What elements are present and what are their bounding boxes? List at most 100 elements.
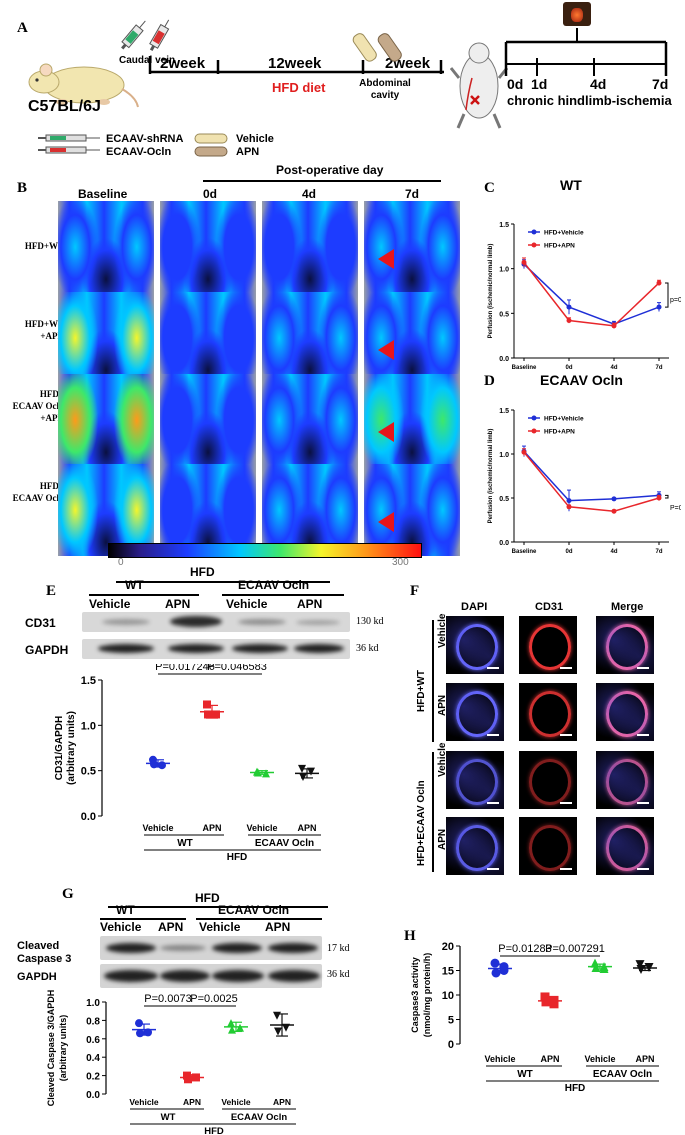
x-tick-label: 7d bbox=[655, 549, 662, 555]
data-point bbox=[611, 508, 617, 514]
x-tick-label: APN bbox=[540, 1054, 559, 1064]
e-lane-4: APN bbox=[297, 597, 323, 611]
data-point bbox=[490, 958, 500, 968]
data-point bbox=[656, 304, 662, 310]
y-tick-label: 1.0 bbox=[86, 998, 100, 1009]
scale-bar bbox=[560, 802, 572, 804]
y-axis-label: Caspase3 activity bbox=[410, 957, 420, 1033]
thermal-image-r4-c3 bbox=[262, 464, 358, 556]
x-tick-label: 4d bbox=[610, 549, 617, 555]
e-kd-gapdh: 36 kd bbox=[356, 643, 379, 654]
scale-bar bbox=[637, 802, 649, 804]
data-point bbox=[541, 997, 551, 1007]
scale-bar bbox=[487, 802, 499, 804]
row-label-1: HFD+WT bbox=[24, 241, 64, 251]
e-wt-rule bbox=[89, 594, 199, 596]
legend-marker bbox=[531, 229, 537, 235]
legend-marker bbox=[531, 428, 537, 434]
fluorescence-image-r4-c1 bbox=[446, 817, 504, 875]
day-4: 4d bbox=[590, 76, 607, 92]
y-tick-label: 1.5 bbox=[499, 408, 509, 415]
y-tick-label: 0.0 bbox=[499, 356, 509, 363]
p-value: P=0.0073 bbox=[144, 993, 191, 1005]
data-point bbox=[566, 304, 572, 310]
thermal-image-r4-c2 bbox=[160, 464, 256, 556]
x-tick-label: Vehicle bbox=[246, 823, 277, 833]
fluorescence-image-r2-c1 bbox=[446, 683, 504, 741]
vessel-ring bbox=[606, 825, 648, 871]
vessel-ring bbox=[529, 624, 571, 670]
thermal-image-r3-c1 bbox=[58, 374, 154, 466]
data-point bbox=[521, 259, 527, 265]
x-tick-label: Vehicle bbox=[584, 1054, 615, 1064]
legend-syringe-icons bbox=[38, 134, 100, 154]
f-col-merge: Merge bbox=[611, 601, 644, 613]
data-point bbox=[656, 495, 662, 501]
x-tick-label: 0d bbox=[565, 365, 572, 371]
group-label-ecaav: ECAAV Ocln bbox=[593, 1069, 652, 1080]
panel-letter-f: F bbox=[410, 583, 420, 599]
y-tick-label: 0.0 bbox=[86, 1090, 100, 1101]
data-point bbox=[282, 1023, 290, 1032]
col-0d: 0d bbox=[203, 187, 218, 201]
e-kd-cd31: 130 kd bbox=[356, 616, 384, 627]
p-bracket bbox=[665, 282, 669, 308]
g-lane-3: Vehicle bbox=[199, 920, 241, 934]
fluorescence-image-r3-c2 bbox=[519, 751, 577, 809]
dapi-background bbox=[446, 751, 504, 809]
panel-letter-b: B bbox=[17, 180, 28, 196]
e-lane-1: Vehicle bbox=[89, 597, 131, 611]
scale-min: 0 bbox=[118, 557, 124, 568]
legend-marker bbox=[531, 242, 537, 248]
row-label-4: HFD+ ECAAV Ocln bbox=[12, 481, 64, 503]
g-blot-label-caspase: Cleaved Caspase 3 bbox=[17, 940, 72, 965]
dapi-background bbox=[596, 616, 654, 674]
scale-bar bbox=[487, 868, 499, 870]
mouse-illustration bbox=[28, 63, 139, 108]
data-point bbox=[158, 761, 166, 770]
col-7d: 7d bbox=[405, 187, 420, 201]
thermal-image-r1-c4 bbox=[364, 201, 460, 293]
scale-bar bbox=[637, 734, 649, 736]
timeline-2week-a: 2week bbox=[160, 55, 206, 72]
thermal-image-r3-c2 bbox=[160, 374, 256, 466]
y-axis-label: Perfusion (ischemic/normal limb) bbox=[488, 244, 494, 339]
y-tick-label: 0.5 bbox=[81, 766, 96, 778]
p-value: p=0.020457 bbox=[670, 297, 681, 304]
vial-icons bbox=[352, 33, 402, 62]
data-point bbox=[549, 999, 559, 1009]
data-point bbox=[499, 966, 509, 975]
data-point bbox=[136, 1029, 144, 1038]
thermal-image-r1-c3 bbox=[262, 201, 358, 293]
p-value: P=0.450835 bbox=[670, 505, 681, 512]
y-axis-label-units: (nmol/mg protein/h) bbox=[422, 953, 432, 1038]
x-tick-label: APN bbox=[183, 1097, 201, 1107]
vessel-ring bbox=[456, 825, 498, 871]
group-label-wt: WT bbox=[161, 1112, 176, 1123]
e-wt-header: WT bbox=[125, 578, 144, 592]
e-blot-label-gapdh: GAPDH bbox=[25, 643, 69, 657]
day-0: 0d bbox=[507, 76, 524, 92]
group-label-wt: WT bbox=[517, 1069, 533, 1080]
y-axis-label: CD31/GAPDH bbox=[54, 716, 65, 780]
legend-vehicle: Vehicle bbox=[236, 133, 274, 145]
e-lane-2: APN bbox=[165, 597, 191, 611]
x-tick-label: Vehicle bbox=[484, 1054, 515, 1064]
p-value: P=0.007291 bbox=[545, 943, 605, 955]
thermal-image-r3-c3 bbox=[262, 374, 358, 466]
series-line-1 bbox=[523, 263, 660, 325]
legend-label: HFD+Vehicle bbox=[544, 416, 584, 423]
vessel-ring bbox=[529, 691, 571, 737]
data-point bbox=[204, 710, 212, 719]
g-lane-1: Vehicle bbox=[100, 920, 142, 934]
ischemia-mouse-illustration bbox=[450, 42, 508, 129]
dapi-background bbox=[446, 616, 504, 674]
vessel-ring bbox=[606, 691, 648, 737]
y-tick-label: 0.5 bbox=[499, 496, 509, 503]
data-point bbox=[274, 1027, 282, 1036]
x-tick-label: 0d bbox=[565, 549, 572, 555]
f-row-4: APN bbox=[437, 828, 448, 850]
row-label-3: HFD+ ECAAV Ocln +APN bbox=[12, 389, 64, 423]
g-ecaav-header: ECAAV Ocln bbox=[218, 903, 290, 917]
x-tick-label: 4d bbox=[610, 365, 617, 371]
